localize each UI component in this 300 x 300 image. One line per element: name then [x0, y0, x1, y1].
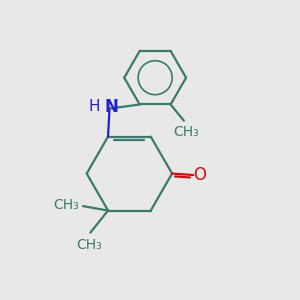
Text: CH₃: CH₃ — [173, 125, 199, 139]
Text: N: N — [105, 98, 119, 116]
Text: O: O — [193, 166, 206, 184]
Text: H: H — [88, 99, 100, 114]
Text: CH₃: CH₃ — [76, 238, 102, 252]
Text: CH₃: CH₃ — [53, 198, 79, 212]
